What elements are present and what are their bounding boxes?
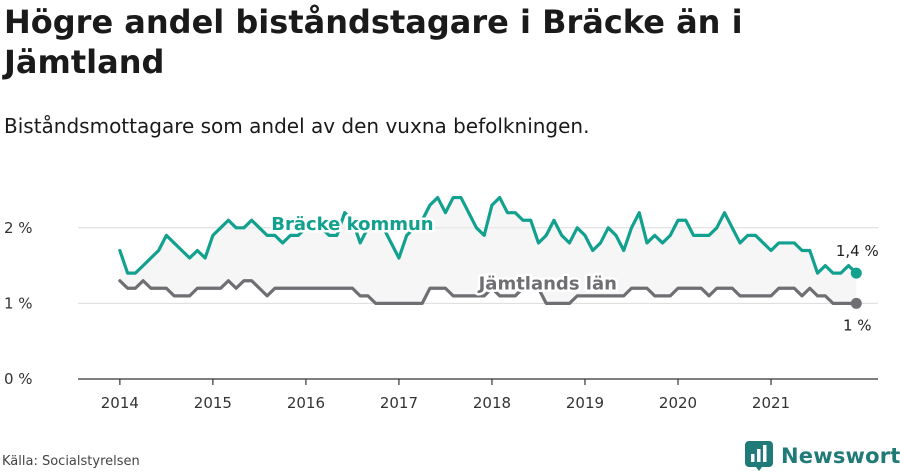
x-tick-label: 2014: [101, 394, 139, 412]
x-tick-label: 2020: [659, 394, 697, 412]
brand-name: Newsworthy: [781, 444, 900, 468]
x-tick-label: 2015: [194, 394, 232, 412]
series-line-bracke: [118, 195, 858, 275]
end-marker-bracke: [850, 267, 862, 279]
series-label-jamtland: Jämtlands län: [477, 273, 617, 294]
x-tick-label: 2018: [473, 394, 511, 412]
y-tick-label: 1 %: [4, 294, 33, 312]
series-line-jamtland: [118, 279, 858, 305]
chart-title: Högre andel biståndstagare i Bräcke än i…: [4, 3, 743, 81]
series-label-bracke: Bräcke kommun: [271, 214, 433, 235]
source-note: Källa: Socialstyrelsen: [2, 454, 140, 469]
end-label-jamtland: 1 %: [843, 316, 872, 334]
series-lines: [118, 195, 862, 309]
x-tick-label: 2016: [287, 394, 325, 412]
series-labels: Bräcke kommun Jämtlands län 1,4 % 1 %: [269, 211, 879, 334]
x-axis: 2014 2015 2016 2017 2018 2019 2020 2021: [78, 378, 878, 412]
y-tick-label: 2 %: [4, 219, 33, 237]
end-marker-jamtland: [850, 297, 862, 309]
brand-logo[interactable]: Newsworthy: [745, 440, 900, 472]
x-tick-label: 2021: [752, 394, 790, 412]
chart-subtitle: Biståndsmottagare som andel av den vuxna…: [4, 114, 590, 138]
end-label-bracke: 1,4 %: [836, 242, 879, 260]
band-area: [119, 197, 857, 304]
bar-chart-badge-icon: [745, 441, 773, 471]
difference-band: [119, 197, 857, 304]
y-tick-label: 0 %: [4, 370, 33, 388]
x-tick-label: 2017: [380, 394, 418, 412]
x-tick-label: 2019: [566, 394, 604, 412]
